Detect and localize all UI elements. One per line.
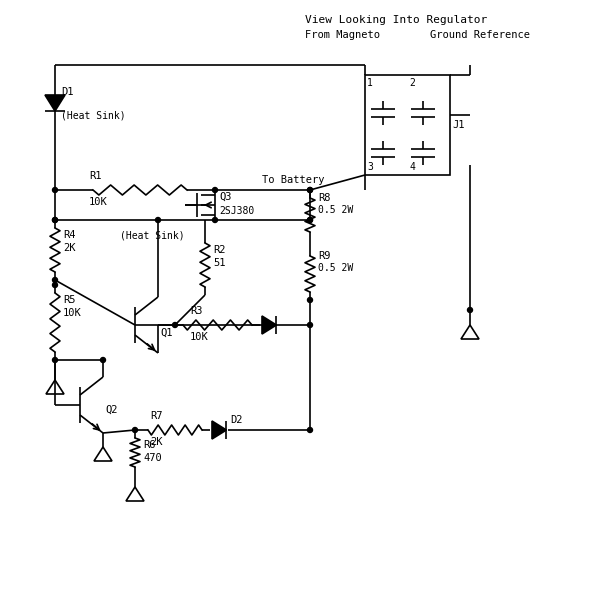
Circle shape — [212, 187, 218, 193]
Text: From Magneto: From Magneto — [305, 30, 380, 40]
Text: R5: R5 — [63, 295, 75, 305]
Text: 2K: 2K — [63, 243, 75, 253]
Polygon shape — [212, 421, 226, 439]
Text: 0.5 2W: 0.5 2W — [318, 205, 353, 215]
Text: 2: 2 — [409, 78, 415, 88]
Polygon shape — [45, 95, 65, 111]
Text: Ground Reference: Ground Reference — [430, 30, 530, 40]
Text: R2: R2 — [213, 245, 226, 255]
Text: Q1: Q1 — [160, 328, 172, 338]
Circle shape — [156, 217, 160, 223]
Circle shape — [467, 307, 473, 313]
Text: R3: R3 — [190, 306, 203, 316]
Circle shape — [308, 323, 312, 328]
Text: 0.5 2W: 0.5 2W — [318, 263, 353, 273]
Circle shape — [52, 217, 57, 223]
Text: View Looking Into Regulator: View Looking Into Regulator — [305, 15, 487, 25]
Text: R7: R7 — [150, 411, 162, 421]
Text: J1: J1 — [452, 120, 464, 130]
Polygon shape — [262, 316, 276, 334]
Text: R4: R4 — [63, 230, 75, 240]
Text: 10K: 10K — [190, 332, 209, 342]
Text: 10K: 10K — [89, 197, 108, 207]
Text: 3: 3 — [367, 162, 373, 172]
Circle shape — [133, 427, 137, 433]
Bar — [365, 75, 450, 175]
Text: To Battery: To Battery — [262, 175, 324, 185]
Text: 2K: 2K — [150, 437, 162, 447]
Text: 51: 51 — [213, 258, 226, 268]
Circle shape — [308, 217, 312, 223]
Circle shape — [212, 217, 218, 223]
Text: 4: 4 — [409, 162, 415, 172]
Text: 470: 470 — [143, 453, 162, 463]
Text: Q3: Q3 — [219, 192, 232, 202]
Text: R8: R8 — [318, 193, 330, 203]
Text: R1: R1 — [89, 171, 101, 181]
Circle shape — [101, 358, 106, 362]
Circle shape — [308, 187, 312, 193]
Circle shape — [52, 283, 57, 287]
Circle shape — [308, 298, 312, 302]
Circle shape — [172, 323, 177, 328]
Text: (Heat Sink): (Heat Sink) — [61, 110, 125, 120]
Text: 10K: 10K — [63, 308, 82, 318]
Circle shape — [308, 427, 312, 433]
Circle shape — [52, 187, 57, 193]
Text: 1: 1 — [367, 78, 373, 88]
Text: (Heat Sink): (Heat Sink) — [120, 230, 185, 240]
Circle shape — [52, 358, 57, 362]
Circle shape — [308, 217, 312, 223]
Circle shape — [308, 187, 312, 193]
Text: R9: R9 — [318, 251, 330, 261]
Text: R6: R6 — [143, 440, 156, 450]
Circle shape — [52, 217, 57, 223]
Text: D2: D2 — [230, 415, 242, 425]
Text: D1: D1 — [61, 87, 74, 97]
Circle shape — [52, 277, 57, 283]
Text: Q2: Q2 — [105, 405, 118, 415]
Text: 2SJ380: 2SJ380 — [219, 206, 254, 216]
